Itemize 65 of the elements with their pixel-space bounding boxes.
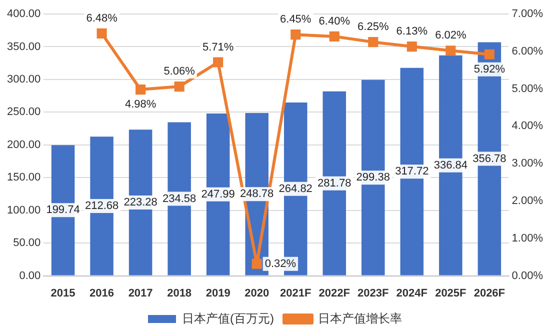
data-label: 299.38: [356, 172, 390, 184]
data-label: 317.72: [395, 166, 429, 178]
data-label: 281.78: [318, 177, 352, 190]
y-tick-label: 50.00: [13, 237, 41, 250]
data-label: 234.58: [162, 192, 196, 205]
x-tick-label: 2019: [206, 287, 230, 300]
data-label: 223.28: [124, 196, 158, 209]
y-tick-label: 350.00: [6, 40, 41, 53]
point: [329, 31, 340, 42]
y-tick-label: 200.00: [6, 138, 41, 151]
data-label: 336.84: [434, 159, 468, 172]
data-label: 212.68: [84, 200, 119, 212]
point: [252, 258, 262, 269]
data-label: 6.13%: [396, 26, 428, 38]
x-tick-label: 2018: [167, 287, 192, 300]
point: [136, 84, 146, 95]
data-label: 6.40%: [318, 15, 350, 28]
data-label: 5.71%: [202, 41, 234, 54]
data-label: 0.32%: [264, 258, 296, 270]
data-label: 5.92%: [474, 63, 506, 76]
legend-label: 日本产值增长率: [318, 311, 402, 326]
point: [174, 82, 184, 92]
point: [484, 49, 494, 60]
data-label: 6.48%: [86, 12, 118, 24]
x-tick-label: 2020: [244, 287, 270, 300]
x-tick-label: 2017: [128, 287, 153, 300]
legend-label: 日本产值(百万元): [182, 311, 274, 326]
x-tick-label: 2024F: [396, 287, 428, 300]
data-label: 247.99: [201, 188, 235, 200]
point: [290, 30, 301, 40]
data-label: 6.02%: [435, 30, 466, 42]
x-tick-label: 2022F: [318, 287, 350, 300]
y-tick-label: 100.00: [6, 204, 41, 216]
point: [213, 57, 224, 68]
point: [406, 42, 417, 52]
data-label: 264.82: [278, 182, 312, 195]
y2-tick-label: 4.00%: [512, 120, 544, 132]
y2-tick-label: 6.00%: [512, 45, 544, 58]
point: [96, 28, 107, 38]
y2-tick-label: 3.00%: [512, 158, 544, 170]
x-tick-label: 2016: [90, 287, 114, 300]
data-label: 6.45%: [280, 14, 312, 26]
data-label: 199.74: [46, 204, 80, 216]
y-tick-label: 150.00: [6, 172, 41, 184]
y-tick-label: 0.00: [19, 270, 41, 282]
data-label: 4.98%: [124, 98, 156, 111]
x-tick-label: 2021F: [280, 287, 312, 300]
y-tick-label: 250.00: [6, 106, 41, 118]
x-tick-label: 2023F: [358, 287, 390, 300]
point: [446, 46, 456, 56]
y-tick-label: 300.00: [6, 73, 41, 86]
y-tick-label: 400.00: [6, 8, 41, 20]
y2-tick-label: 2.00%: [512, 195, 544, 208]
y2-tick-label: 5.00%: [512, 82, 544, 95]
x-tick-label: 2025F: [435, 287, 467, 300]
x-tick-label: 2026F: [474, 287, 506, 300]
y2-tick-label: 7.00%: [512, 8, 544, 20]
point: [368, 37, 378, 48]
data-label: 248.78: [240, 188, 274, 200]
data-label: 6.25%: [358, 21, 389, 34]
data-label: 356.78: [472, 152, 506, 165]
data-label: 5.06%: [164, 66, 196, 78]
y2-tick-label: 1.00%: [512, 232, 544, 244]
x-tick-label: 2015: [50, 287, 76, 300]
y2-tick-label: 0.00%: [512, 270, 544, 282]
